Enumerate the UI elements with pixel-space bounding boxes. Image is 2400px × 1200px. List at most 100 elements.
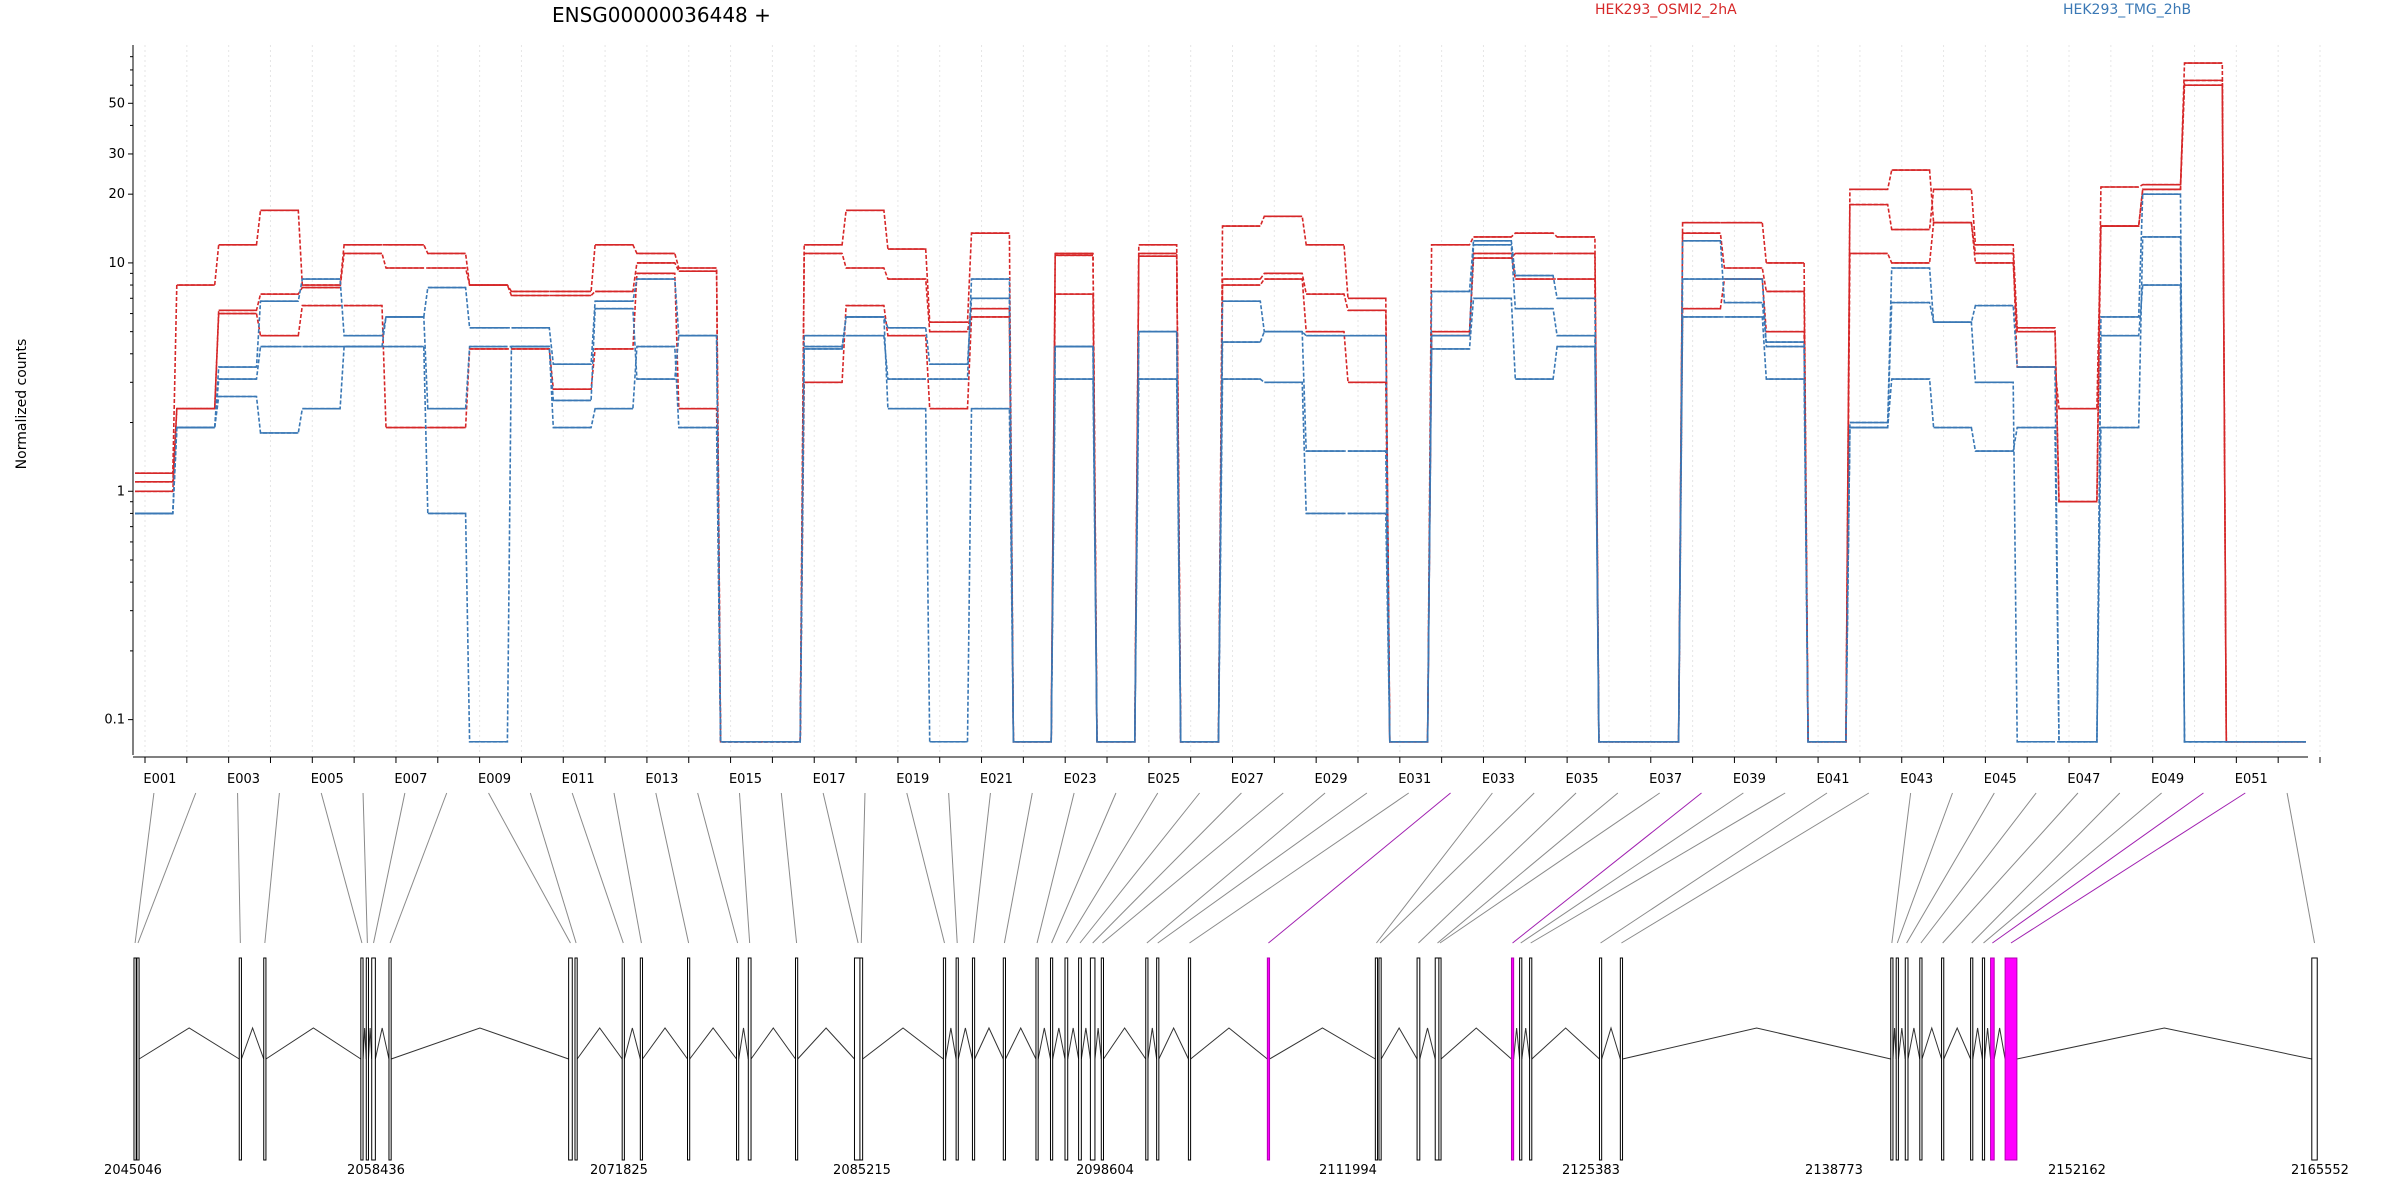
exon-label: E037 xyxy=(1649,772,1682,787)
exon-box xyxy=(568,957,573,1161)
exon-connector xyxy=(571,792,624,944)
intron-line xyxy=(1921,1026,1943,1060)
exon-box xyxy=(2004,957,2018,1161)
exon-connector xyxy=(948,792,958,944)
intron-line xyxy=(138,1027,240,1060)
exon-connector xyxy=(264,792,280,944)
exon-connector xyxy=(529,792,577,944)
exon-label: E005 xyxy=(311,772,344,787)
exon-connector xyxy=(2010,792,2246,944)
exon-label: E021 xyxy=(980,772,1013,787)
exon-connector xyxy=(1942,792,2079,944)
exon-label: E043 xyxy=(1900,772,1933,787)
intron-line xyxy=(240,1026,265,1060)
exon-connectors xyxy=(134,792,2316,944)
exon-connector xyxy=(1600,792,1828,944)
exon-connector xyxy=(1520,792,1744,944)
intron-line xyxy=(1158,1026,1189,1060)
intron-line xyxy=(1943,1026,1972,1060)
exon-box xyxy=(1510,957,1515,1161)
exon-box xyxy=(1529,957,1533,1161)
exon-connector xyxy=(134,792,155,944)
intron-line xyxy=(1094,1027,1102,1060)
exon-connector xyxy=(1621,792,1870,944)
intron-line xyxy=(391,1027,569,1060)
exon-connector xyxy=(1896,792,1953,944)
exon-box xyxy=(955,957,959,1161)
intron-line xyxy=(623,1027,641,1060)
exon-connector xyxy=(860,792,866,944)
exon-connector xyxy=(1146,792,1326,944)
exon-connector xyxy=(1983,792,2162,944)
exon-connector xyxy=(1971,792,2121,944)
exon-label: E015 xyxy=(729,772,762,787)
intron-line xyxy=(1440,1027,1512,1060)
exon-box xyxy=(263,957,267,1161)
exon-box xyxy=(1981,957,1986,1161)
exon-label: E035 xyxy=(1566,772,1599,787)
exon-connector xyxy=(1079,792,1200,944)
exon-box xyxy=(747,957,752,1161)
series-line xyxy=(135,193,2306,743)
exon-box xyxy=(1064,957,1069,1161)
exon-box xyxy=(1438,957,1442,1161)
intron-line xyxy=(1513,1027,1521,1060)
y-tick-label: 30 xyxy=(108,147,125,162)
exon-connector xyxy=(1512,792,1702,944)
intron-line xyxy=(1037,1027,1051,1060)
intron-line xyxy=(1601,1026,1621,1060)
intron-line xyxy=(265,1027,362,1060)
series-line xyxy=(135,284,2306,743)
intron-line xyxy=(1419,1027,1436,1060)
coordinate-label: 2058436 xyxy=(347,1163,405,1178)
exon-connector xyxy=(1157,792,1368,944)
exon-label: E001 xyxy=(143,772,176,787)
exon-connector xyxy=(822,792,859,944)
exon-connector xyxy=(389,792,448,944)
exon-connector xyxy=(1992,792,2204,944)
exon-box xyxy=(639,957,644,1161)
legend-entry-tmg: HEK293_TMG_2hB xyxy=(2063,2,2191,18)
intron-line xyxy=(750,1027,796,1060)
intron-line xyxy=(797,1027,855,1060)
exon-box xyxy=(1990,957,1995,1161)
intron-line xyxy=(1897,1027,1906,1060)
intron-line xyxy=(1080,1027,1091,1060)
intron-line xyxy=(1907,1027,1921,1060)
exon-box xyxy=(794,957,799,1161)
exon-box xyxy=(1970,957,1974,1161)
intron-line xyxy=(1005,1026,1037,1060)
intron-line xyxy=(1984,1027,1992,1060)
exon-box xyxy=(1187,957,1192,1161)
exon-label: E019 xyxy=(896,772,929,787)
exon-connector xyxy=(1379,792,1535,944)
exon-connector xyxy=(1437,792,1619,944)
intron-line xyxy=(642,1027,688,1060)
exon-box xyxy=(1145,957,1149,1161)
exon-box xyxy=(1416,957,1421,1161)
exon-connector xyxy=(697,792,739,944)
exon-box xyxy=(1904,957,1909,1161)
exon-connector xyxy=(320,792,363,944)
exon-label: E049 xyxy=(2151,772,2184,787)
exon-connector xyxy=(1920,792,2037,944)
exon-axis: E001 E003 E005 E007 E009 E011 E013 E015 E017 E019… xyxy=(133,756,2321,787)
intron-line xyxy=(1892,1027,1897,1060)
exon-label: E025 xyxy=(1147,772,1180,787)
intron-line xyxy=(1972,1027,1983,1060)
exon-box xyxy=(1100,957,1104,1161)
exon-label: E007 xyxy=(394,772,427,787)
exon-box xyxy=(1895,957,1899,1161)
coordinate-label: 2111994 xyxy=(1319,1163,1377,1178)
exon-box xyxy=(1519,957,1523,1161)
y-tick-label: 20 xyxy=(108,187,125,202)
exon-connector xyxy=(613,792,642,944)
intron-line xyxy=(576,1027,623,1060)
exon-box xyxy=(1266,957,1271,1161)
exon-label: E003 xyxy=(227,772,260,787)
y-tick-label: 10 xyxy=(108,256,125,271)
coordinate-label: 2098604 xyxy=(1076,1163,1134,1178)
exon-box xyxy=(1919,957,1923,1161)
exon-box xyxy=(1598,957,1603,1161)
exon-box xyxy=(971,957,976,1161)
